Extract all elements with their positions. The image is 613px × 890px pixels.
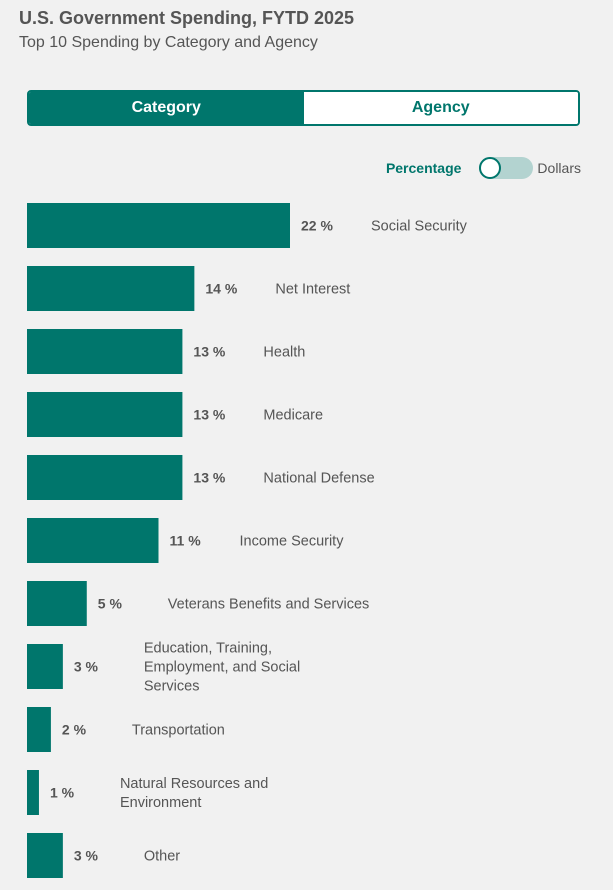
bar-row[interactable]: 1 % Natural Resources and Environment [27, 770, 268, 815]
bar-category-label: Veterans Benefits and Services [168, 597, 370, 613]
category-agency-switch: Category Agency [27, 90, 580, 126]
percentage-dollars-toggle-row: Percentage Dollars [386, 156, 581, 180]
tab-category[interactable]: Category [29, 92, 304, 124]
bar-value-label: 14 % [205, 281, 237, 297]
percentage-dollars-toggle[interactable] [479, 157, 534, 179]
toggle-knob [479, 157, 502, 179]
toggle-label-percentage[interactable]: Percentage [385, 160, 462, 176]
bar-category-label: Health [263, 345, 305, 361]
bar-row[interactable]: 13 % Health [27, 329, 305, 374]
bar-row[interactable]: 5 % Veterans Benefits and Services [27, 581, 369, 626]
bar[interactable] [27, 581, 87, 626]
bar[interactable] [27, 770, 39, 815]
bar[interactable] [27, 455, 183, 500]
bar-value-label: 13 % [193, 407, 225, 423]
bar-row[interactable]: 3 % Education, Training, Employment, and S… [27, 641, 300, 695]
bar-value-label: 13 % [193, 470, 225, 486]
bar-category-label: Education, Training, Employment, and Soci… [144, 641, 300, 695]
page-title: U.S. Government Spending, FYTD 2025 [19, 8, 355, 28]
toggle-label-dollars[interactable]: Dollars [537, 160, 581, 176]
bar[interactable] [27, 329, 183, 374]
bar[interactable] [27, 203, 290, 248]
bar-row[interactable]: 13 % National Defense [27, 455, 375, 500]
bar-row[interactable]: 13 % Medicare [27, 392, 323, 437]
bar-value-label: 3 % [74, 659, 99, 675]
bar-value-label: 5 % [98, 596, 123, 612]
bar-category-label: Income Security [240, 534, 345, 550]
bar[interactable] [27, 644, 63, 689]
bar-value-label: 13 % [193, 344, 225, 360]
page-subtitle: Top 10 Spending by Category and Agency [19, 34, 318, 51]
bar-value-label: 1 % [50, 785, 75, 801]
bar[interactable] [27, 392, 183, 437]
bar-row[interactable]: 3 % Other [27, 833, 180, 878]
bar[interactable] [27, 707, 51, 752]
bar-value-label: 22 % [301, 218, 333, 234]
tab-agency[interactable]: Agency [303, 92, 578, 124]
bar-value-label: 11 % [170, 533, 202, 549]
bar-category-label: Social Security [371, 219, 468, 235]
bar-row[interactable]: 14 % Net Interest [27, 266, 350, 311]
bar-category-label: Medicare [263, 408, 323, 424]
bar-category-label: Natural Resources and Environment [120, 776, 268, 811]
bar[interactable] [27, 518, 159, 563]
bar-value-label: 3 % [74, 848, 99, 864]
bar[interactable] [27, 266, 195, 311]
bar-row[interactable]: 11 % Income Security [27, 518, 344, 563]
bar-row[interactable]: 2 % Transportation [27, 707, 225, 752]
bar-category-label: Transportation [132, 723, 225, 739]
bar[interactable] [27, 833, 63, 878]
bar-value-label: 2 % [62, 722, 87, 738]
bar-category-label: Net Interest [275, 282, 350, 298]
bar-category-label: National Defense [263, 471, 374, 487]
bar-category-label: Other [144, 849, 180, 865]
bar-row[interactable]: 22 % Social Security [27, 203, 468, 248]
